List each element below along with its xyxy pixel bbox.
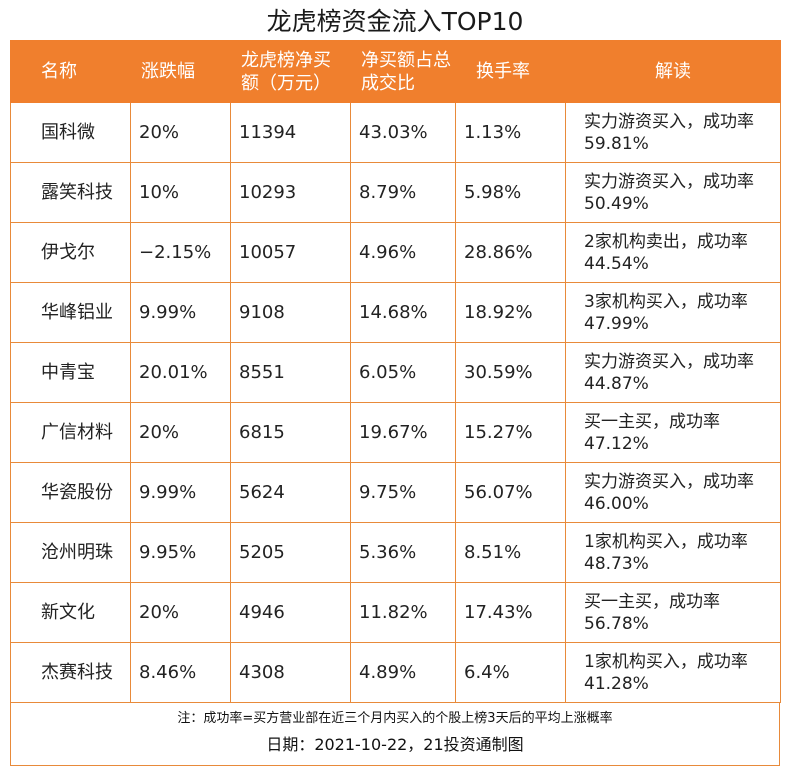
footer: 注：成功率=买方营业部在近三个月内买入的个股上榜3天后的平均上涨概率 日期：20… <box>10 702 780 766</box>
header-note: 解读 <box>565 40 781 103</box>
cell-name: 新文化 <box>10 582 131 643</box>
table-row: 沧州明珠 9.95% 5205 5.36% 8.51% 1家机构买入，成功率48.73% <box>10 522 781 583</box>
cell-change: 20.01% <box>130 342 231 403</box>
cell-note: 买一主买，成功率56.78% <box>565 582 781 643</box>
cell-net-buy: 5205 <box>230 522 351 583</box>
cell-ratio: 11.82% <box>350 582 456 643</box>
cell-turnover: 15.27% <box>455 402 566 463</box>
table-row: 杰赛科技 8.46% 4308 4.89% 6.4% 1家机构买入，成功率41.28% <box>10 642 781 703</box>
cell-turnover: 6.4% <box>455 642 566 703</box>
header-row: 名称 涨跌幅 龙虎榜净买额（万元） 净买额占总成交比 换手率 解读 <box>10 40 781 103</box>
cell-ratio: 14.68% <box>350 282 456 343</box>
cell-net-buy: 11394 <box>230 102 351 163</box>
cell-net-buy: 9108 <box>230 282 351 343</box>
cell-name: 中青宝 <box>10 342 131 403</box>
cell-note: 实力游资买入，成功率44.87% <box>565 342 781 403</box>
data-table-container: 名称 涨跌幅 龙虎榜净买额（万元） 净买额占总成交比 换手率 解读 国科微 20%… <box>10 40 781 703</box>
cell-change: 9.99% <box>130 282 231 343</box>
cell-note: 3家机构买入，成功率47.99% <box>565 282 781 343</box>
cell-ratio: 9.75% <box>350 462 456 523</box>
cell-net-buy: 10293 <box>230 162 351 223</box>
cell-name: 伊戈尔 <box>10 222 131 283</box>
cell-note: 实力游资买入，成功率50.49% <box>565 162 781 223</box>
cell-turnover: 17.43% <box>455 582 566 643</box>
cell-ratio: 4.96% <box>350 222 456 283</box>
cell-change: 10% <box>130 162 231 223</box>
cell-note: 1家机构买入，成功率41.28% <box>565 642 781 703</box>
cell-turnover: 18.92% <box>455 282 566 343</box>
cell-change: 9.95% <box>130 522 231 583</box>
cell-change: 20% <box>130 102 231 163</box>
table-row: 中青宝 20.01% 8551 6.05% 30.59% 实力游资买入，成功率44.87% <box>10 342 781 403</box>
footnote: 注：成功率=买方营业部在近三个月内买入的个股上榜3天后的平均上涨概率 <box>177 711 613 726</box>
cell-change: 20% <box>130 582 231 643</box>
cell-ratio: 19.67% <box>350 402 456 463</box>
cell-ratio: 4.89% <box>350 642 456 703</box>
dragon-tiger-table: 名称 涨跌幅 龙虎榜净买额（万元） 净买额占总成交比 换手率 解读 国科微 20%… <box>10 40 781 703</box>
table-row: 华峰铝业 9.99% 9108 14.68% 18.92% 3家机构买入，成功率47.99… <box>10 282 781 343</box>
cell-net-buy: 4308 <box>230 642 351 703</box>
cell-turnover: 8.51% <box>455 522 566 583</box>
table-row: 露笑科技 10% 10293 8.79% 5.98% 实力游资买入，成功率50.49% <box>10 162 781 223</box>
table-row: 伊戈尔 −2.15% 10057 4.96% 28.86% 2家机构卖出，成功率44.54… <box>10 222 781 283</box>
cell-name: 广信材料 <box>10 402 131 463</box>
date-line: 日期：2021-10-22，21投资通制图 <box>266 735 524 754</box>
cell-ratio: 5.36% <box>350 522 456 583</box>
cell-name: 沧州明珠 <box>10 522 131 583</box>
header-name: 名称 <box>10 40 131 103</box>
cell-note: 1家机构买入，成功率48.73% <box>565 522 781 583</box>
cell-note: 实力游资买入，成功率59.81% <box>565 102 781 163</box>
cell-net-buy: 8551 <box>230 342 351 403</box>
cell-name: 露笑科技 <box>10 162 131 223</box>
table-body: 国科微 20% 11394 43.03% 1.13% 实力游资买入，成功率59.81% 露笑… <box>10 102 781 703</box>
header-change: 涨跌幅 <box>130 40 231 103</box>
table-row: 广信材料 20% 6815 19.67% 15.27% 买一主买，成功率47.12% <box>10 402 781 463</box>
cell-change: 8.46% <box>130 642 231 703</box>
cell-name: 国科微 <box>10 102 131 163</box>
cell-note: 买一主买，成功率47.12% <box>565 402 781 463</box>
cell-ratio: 43.03% <box>350 102 456 163</box>
page-title: 龙虎榜资金流入TOP10 <box>266 7 524 36</box>
cell-turnover: 30.59% <box>455 342 566 403</box>
cell-change: 20% <box>130 402 231 463</box>
cell-net-buy: 10057 <box>230 222 351 283</box>
cell-turnover: 5.98% <box>455 162 566 223</box>
cell-turnover: 28.86% <box>455 222 566 283</box>
cell-turnover: 1.13% <box>455 102 566 163</box>
cell-ratio: 6.05% <box>350 342 456 403</box>
header-turnover: 换手率 <box>455 40 566 103</box>
table-row: 华瓷股份 9.99% 5624 9.75% 56.07% 实力游资买入，成功率46.00% <box>10 462 781 523</box>
cell-ratio: 8.79% <box>350 162 456 223</box>
header-ratio: 净买额占总成交比 <box>350 40 456 103</box>
cell-change: 9.99% <box>130 462 231 523</box>
cell-change: −2.15% <box>130 222 231 283</box>
table-row: 新文化 20% 4946 11.82% 17.43% 买一主买，成功率56.78% <box>10 582 781 643</box>
cell-note: 实力游资买入，成功率46.00% <box>565 462 781 523</box>
cell-net-buy: 4946 <box>230 582 351 643</box>
cell-turnover: 56.07% <box>455 462 566 523</box>
cell-name: 华峰铝业 <box>10 282 131 343</box>
cell-net-buy: 5624 <box>230 462 351 523</box>
cell-note: 2家机构卖出，成功率44.54% <box>565 222 781 283</box>
cell-name: 杰赛科技 <box>10 642 131 703</box>
table-row: 国科微 20% 11394 43.03% 1.13% 实力游资买入，成功率59.81% <box>10 102 781 163</box>
cell-net-buy: 6815 <box>230 402 351 463</box>
cell-name: 华瓷股份 <box>10 462 131 523</box>
header-net-buy: 龙虎榜净买额（万元） <box>230 40 351 103</box>
